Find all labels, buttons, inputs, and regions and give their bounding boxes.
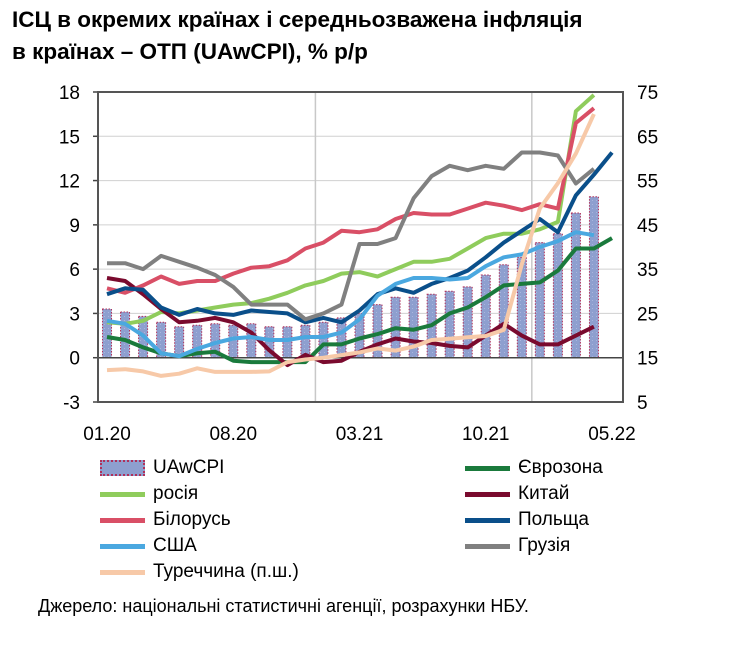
x-tick-label: 03.21 (336, 424, 384, 445)
right-tick-label: 65 (637, 127, 658, 148)
x-tick-label: 10.21 (462, 424, 510, 445)
bar-uawcpi (588, 196, 599, 359)
x-tick-label: 01.20 (83, 424, 131, 445)
legend-swatch (100, 543, 145, 549)
legend-swatch (465, 465, 510, 471)
legend-swatch (100, 569, 145, 575)
right-tick-label: 25 (637, 304, 658, 325)
left-tick-label: 6 (69, 260, 80, 281)
bar-uawcpi (444, 290, 455, 359)
legend-item: Туреччина (п.ш.) (100, 559, 299, 585)
legend-item: Білорусь (100, 507, 231, 533)
legend-label: росія (153, 483, 199, 504)
legend-item: Китай (465, 481, 569, 507)
legend-swatch (465, 491, 510, 497)
title-line-2: в країнах – ОТП (UAwCPI), % р/р (12, 39, 368, 64)
legend-swatch (465, 543, 510, 549)
line-Туреччина (п.ш.) (106, 113, 596, 378)
line-Польща (106, 151, 614, 325)
right-tick-label: 75 (637, 83, 658, 104)
legend-label: Білорусь (153, 509, 231, 530)
title-line-1: ІСЦ в окремих країнах і середньозважена … (12, 7, 583, 32)
bar-uawcpi (282, 326, 293, 359)
line-Білорусь (106, 106, 596, 295)
legend-swatch (100, 460, 145, 476)
legend-item: Грузія (465, 533, 570, 559)
bar-uawcpi (120, 311, 131, 359)
bar-uawcpi (552, 233, 563, 359)
bar-uawcpi (246, 323, 257, 359)
legend-label: США (153, 535, 197, 556)
legend-item: UAwCPI (100, 455, 224, 481)
bar-uawcpi (480, 274, 491, 359)
bar-uawcpi (336, 317, 347, 359)
right-tick-label: 15 (637, 349, 658, 370)
legend-item: Польща (465, 507, 589, 533)
legend-label: Китай (518, 483, 570, 504)
legend-label: UAwCPI (153, 457, 225, 478)
bar-uawcpi (228, 324, 239, 359)
left-tick-label: 18 (59, 83, 80, 104)
x-tick-label: 08.20 (209, 424, 257, 445)
legend-item: Єврозона (465, 455, 603, 481)
left-tick-label: 3 (69, 304, 80, 325)
left-tick-label: 15 (59, 127, 80, 148)
bar-uawcpi (570, 212, 581, 359)
chart-title: ІСЦ в окремих країнах і середньозважена … (12, 4, 583, 68)
right-tick-label: 55 (637, 172, 658, 193)
line-Китай (106, 276, 595, 368)
line-США (106, 230, 595, 359)
chart: -3 5 0 15 3 25 6 35 9 45 12 55 15 65 18 75 01.20 08.20 03.… (59, 83, 658, 445)
right-tick-label: 35 (637, 260, 658, 281)
plot-frame (97, 91, 624, 403)
legend-label: Польща (518, 509, 589, 530)
left-tick-label: -3 (63, 393, 80, 414)
bar-uawcpi (264, 326, 275, 359)
right-tick-label: 5 (637, 393, 648, 414)
bar-uawcpi (318, 321, 329, 359)
legend-swatch (100, 517, 145, 523)
line-Грузія (107, 150, 596, 322)
legend-item: росія (100, 481, 198, 507)
bar-uawcpi (516, 256, 527, 359)
line-Єврозона (106, 236, 613, 365)
legend-label: Грузія (518, 535, 571, 556)
bar-uawcpi (210, 323, 221, 359)
left-tick-label: 9 (69, 216, 80, 237)
left-tick-label: 0 (69, 349, 80, 370)
bar-uawcpi (102, 308, 113, 359)
bar-uawcpi (174, 326, 185, 359)
right-tick-label: 45 (637, 216, 658, 237)
bar-uawcpi (534, 242, 545, 359)
legend-label: Туреччина (п.ш.) (153, 561, 299, 582)
source-note: Джерело: національні статистичні агенції… (38, 596, 529, 616)
legend-label: Єврозона (518, 457, 603, 478)
legend-swatch (100, 491, 145, 497)
legend-item: США (100, 533, 197, 559)
left-tick-label: 12 (59, 172, 80, 193)
legend-swatch (465, 517, 510, 523)
x-tick-label: 05.22 (588, 424, 636, 445)
